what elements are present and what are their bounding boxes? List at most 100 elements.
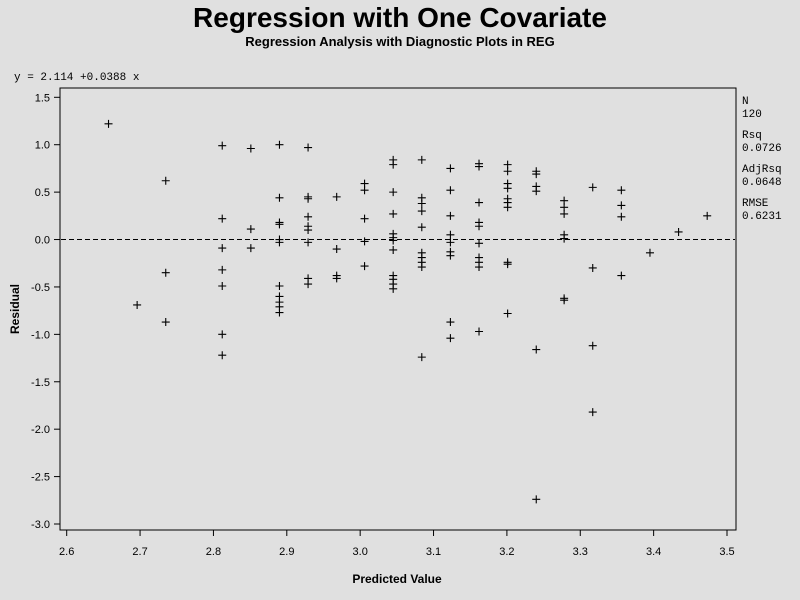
- stat-rsq-value: 0.0726: [742, 143, 782, 155]
- data-point: [104, 119, 113, 128]
- data-point: [304, 226, 313, 235]
- data-point: [446, 251, 455, 260]
- data-point: [560, 209, 569, 218]
- data-point: [360, 237, 369, 246]
- y-tick-label: -1.0: [31, 329, 50, 341]
- data-point: [275, 238, 284, 247]
- stat-rmse-label: RMSE: [742, 198, 769, 210]
- data-point: [417, 263, 426, 272]
- data-point: [617, 201, 626, 210]
- data-point: [475, 222, 484, 231]
- data-point: [560, 296, 569, 305]
- data-point: [360, 214, 369, 223]
- data-point: [275, 193, 284, 202]
- data-point: [475, 263, 484, 272]
- data-point: [417, 155, 426, 164]
- stat-n-value: 120: [742, 109, 762, 121]
- data-point: [674, 227, 683, 236]
- data-point: [332, 274, 341, 283]
- data-point: [389, 245, 398, 254]
- data-point: [246, 144, 255, 153]
- data-point: [446, 334, 455, 343]
- data-point: [218, 265, 227, 274]
- stat-adjrsq-label: AdjRsq: [742, 164, 782, 176]
- data-point: [417, 223, 426, 232]
- data-point: [645, 248, 654, 257]
- data-point: [275, 308, 284, 317]
- x-tick-label: 3.1: [426, 546, 441, 558]
- data-point: [503, 184, 512, 193]
- data-point: [161, 268, 170, 277]
- y-tick-label: -3.0: [31, 519, 50, 531]
- data-point: [389, 284, 398, 293]
- stat-n-label: N: [742, 96, 749, 108]
- data-point: [360, 186, 369, 195]
- data-point: [332, 192, 341, 201]
- data-point: [218, 351, 227, 360]
- data-point: [446, 211, 455, 220]
- x-tick-label: 2.8: [206, 546, 221, 558]
- data-point: [417, 207, 426, 216]
- y-tick-label: 0.0: [35, 235, 50, 247]
- data-point: [360, 262, 369, 271]
- data-point: [503, 203, 512, 212]
- data-point: [218, 214, 227, 223]
- data-point: [503, 260, 512, 269]
- data-point: [275, 220, 284, 229]
- data-point: [389, 160, 398, 169]
- y-axis-title: Residual: [8, 284, 22, 334]
- chart-subtitle: Regression Analysis with Diagnostic Plot…: [245, 34, 555, 49]
- data-point: [446, 238, 455, 247]
- data-point: [161, 176, 170, 185]
- data-point: [617, 186, 626, 195]
- data-point: [475, 327, 484, 336]
- x-tick-label: 3.5: [719, 546, 734, 558]
- data-point: [389, 188, 398, 197]
- data-point: [304, 194, 313, 203]
- stat-rsq-label: Rsq: [742, 130, 762, 142]
- data-point: [218, 281, 227, 290]
- x-tick-label: 3.2: [499, 546, 514, 558]
- y-tick-label: -2.0: [31, 424, 50, 436]
- stat-rmse-value: 0.6231: [742, 211, 782, 223]
- y-tick-label: -2.5: [31, 472, 50, 484]
- y-tick-label: 0.5: [35, 187, 50, 199]
- x-tick-label: 2.9: [279, 546, 294, 558]
- axis-ticks: 2.6 2.7 2.8 2.9 3.0 3.1 3.2 3.3 3.4 3.5 1.5 1.0 0.5 0…: [31, 92, 735, 558]
- data-point: [588, 183, 597, 192]
- data-point: [246, 225, 255, 234]
- data-point: [560, 234, 569, 243]
- y-tick-label: 1.0: [35, 140, 50, 152]
- data-points: [104, 119, 712, 504]
- data-point: [617, 271, 626, 280]
- data-point: [475, 198, 484, 207]
- data-point: [218, 244, 227, 253]
- fit-statistics-panel: N 120 Rsq 0.0726 AdjRsq 0.0648 RMSE 0.62…: [742, 96, 782, 224]
- data-point: [304, 238, 313, 247]
- data-point: [218, 141, 227, 150]
- data-point: [332, 245, 341, 254]
- data-point: [588, 341, 597, 350]
- y-tick-label: 1.5: [35, 92, 50, 104]
- data-point: [389, 209, 398, 218]
- data-point: [475, 162, 484, 171]
- chart-title: Regression with One Covariate: [193, 2, 607, 33]
- data-point: [588, 408, 597, 417]
- data-point: [275, 140, 284, 149]
- data-point: [161, 318, 170, 327]
- x-tick-label: 3.4: [646, 546, 661, 558]
- data-point: [417, 353, 426, 362]
- data-point: [304, 280, 313, 289]
- data-point: [417, 199, 426, 208]
- data-point: [446, 186, 455, 195]
- data-point: [475, 239, 484, 248]
- x-tick-label: 2.6: [59, 546, 74, 558]
- data-point: [532, 187, 541, 196]
- data-point: [218, 330, 227, 339]
- y-tick-label: -1.5: [31, 377, 50, 389]
- data-point: [246, 244, 255, 253]
- data-point: [304, 212, 313, 221]
- x-tick-label: 3.3: [573, 546, 588, 558]
- data-point: [503, 309, 512, 318]
- x-tick-label: 2.7: [132, 546, 147, 558]
